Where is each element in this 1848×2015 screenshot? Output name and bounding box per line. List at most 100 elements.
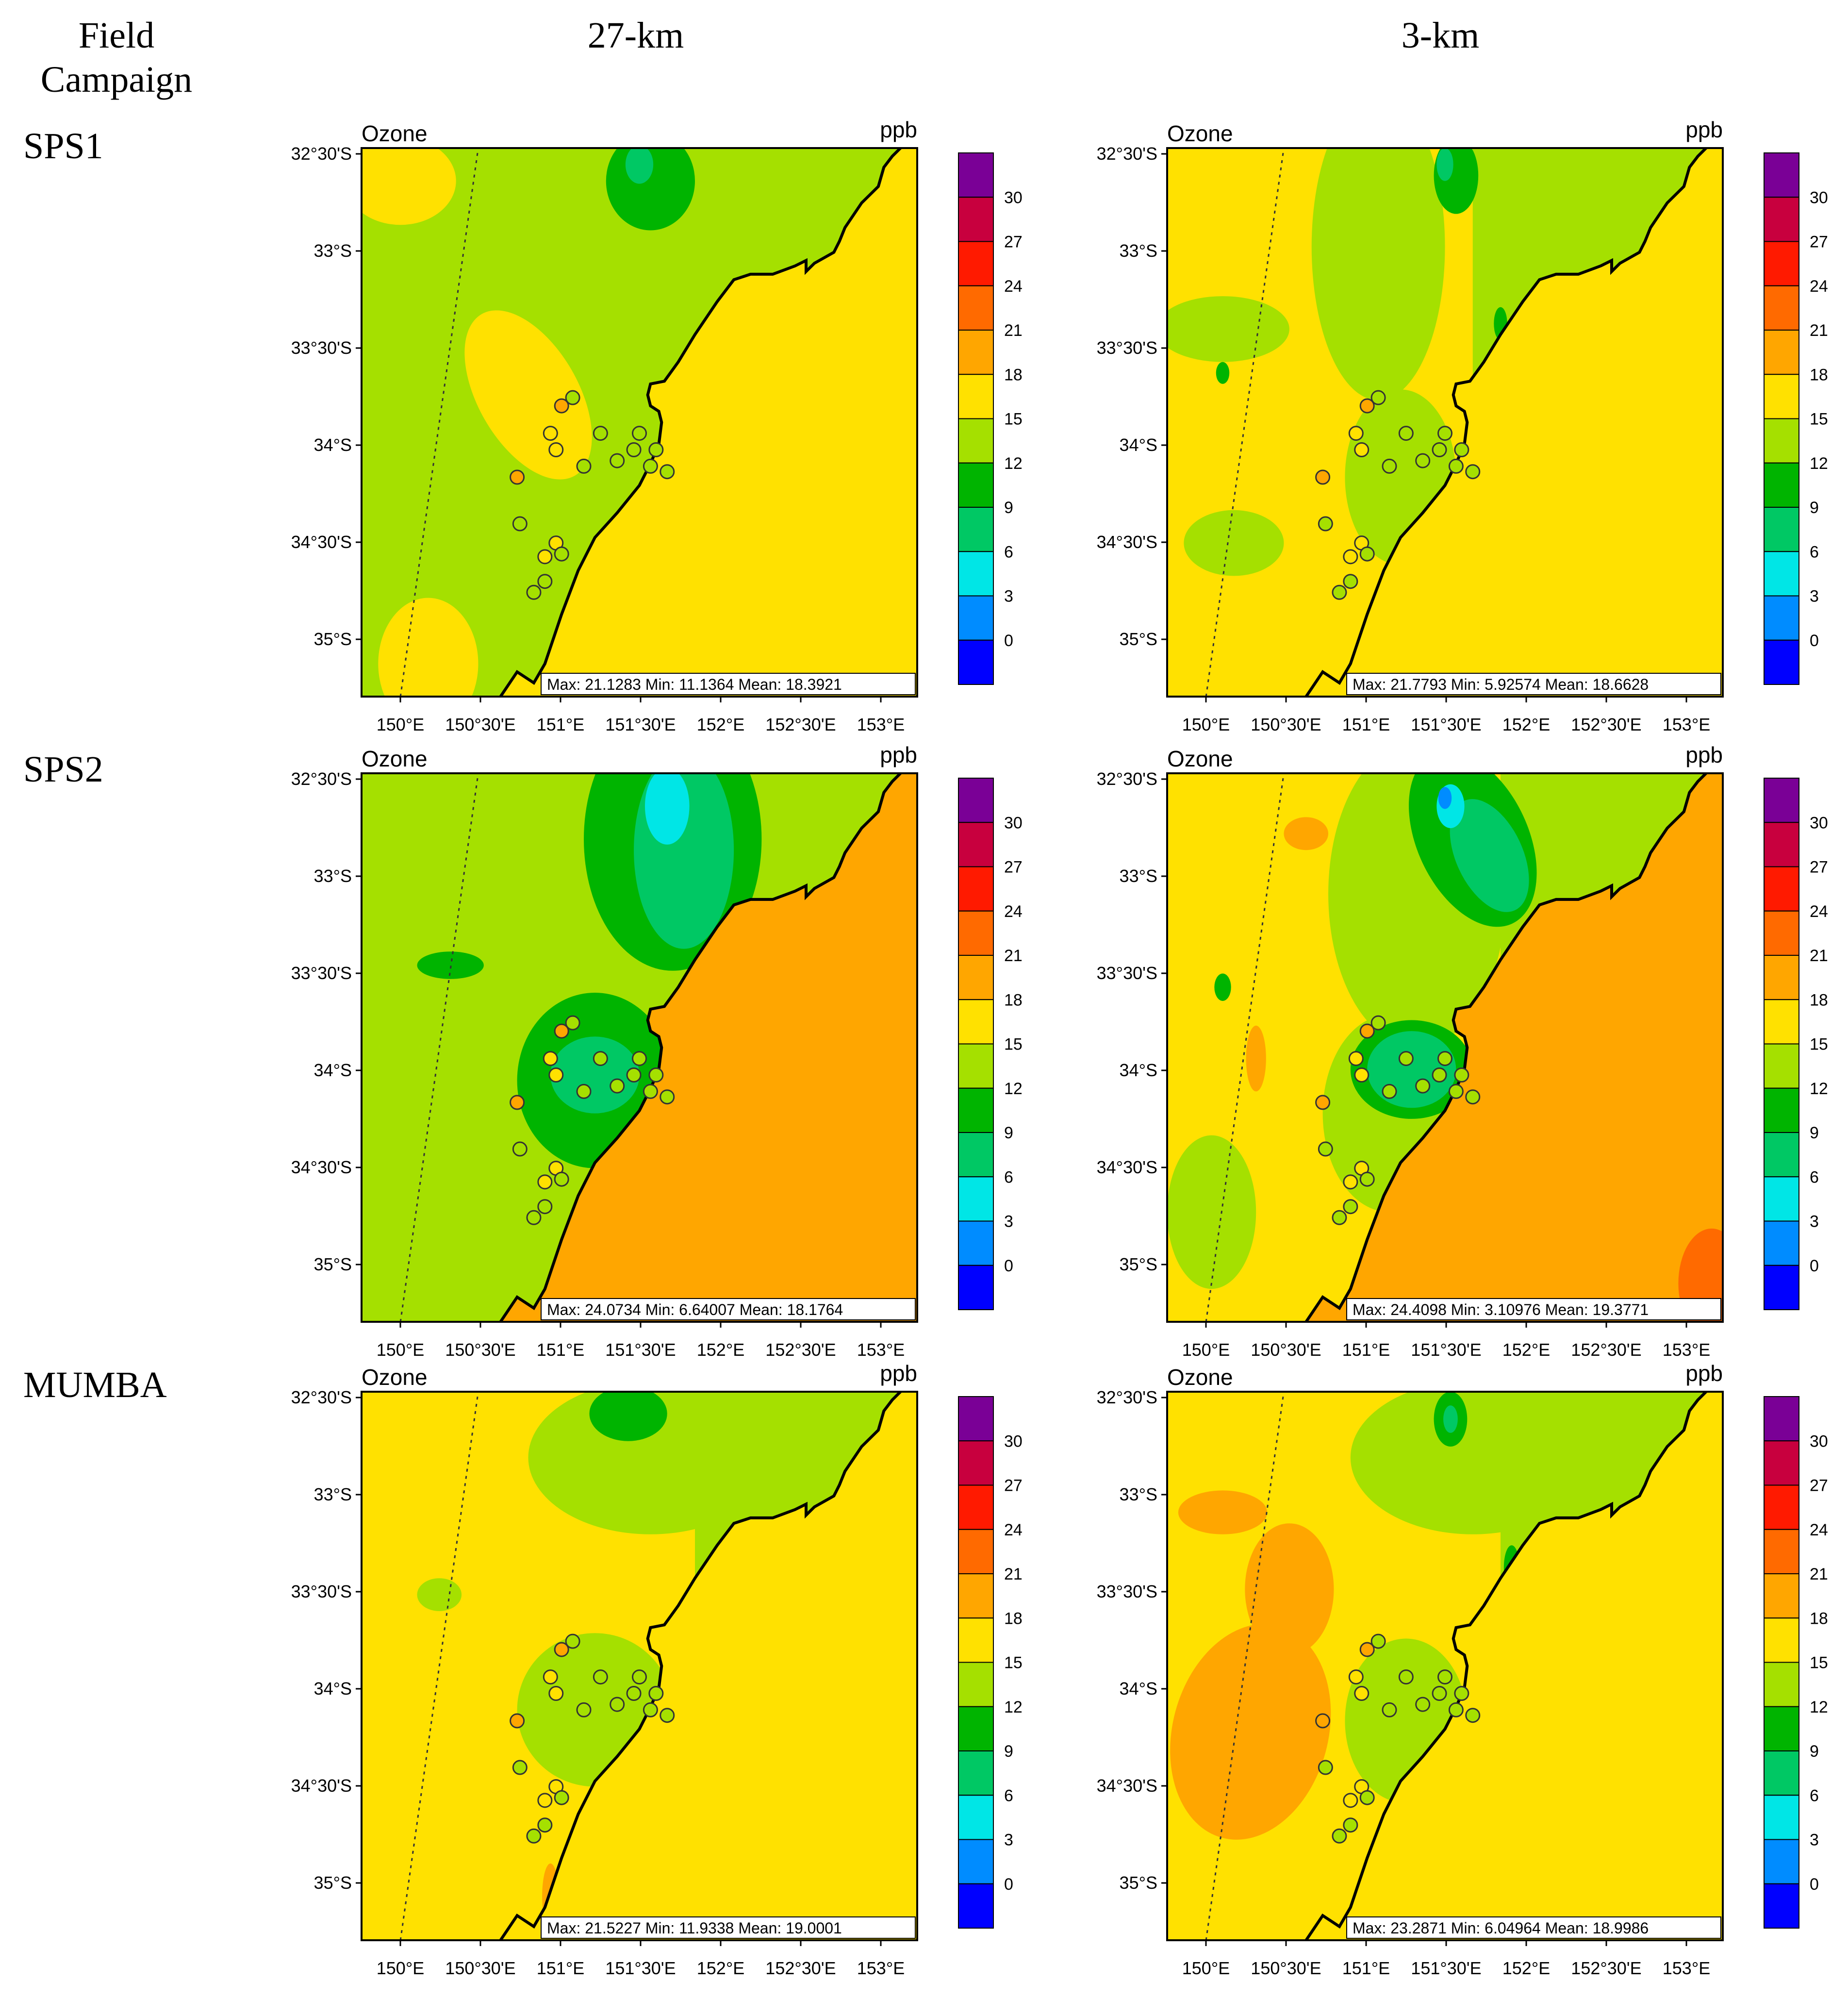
colorbar-label: 18 [1004,1609,1023,1628]
station-marker [1437,426,1452,441]
colorbar-swatch [1764,1440,1799,1486]
colorbar-swatch [958,1396,994,1442]
y-tick-label: 33°S [1120,1484,1157,1504]
station-marker [1318,1760,1333,1775]
colorbar-swatch [958,330,994,375]
ozone-contour [1311,148,1445,400]
station-marker [1315,1095,1331,1110]
colorbar-swatch [1764,374,1799,419]
colorbar-swatch [958,1265,994,1310]
colorbar-swatch [1764,1795,1799,1840]
station-marker [1465,1708,1481,1723]
colorbar-swatch [1764,639,1799,685]
station-marker [626,442,642,457]
colorbar-swatch [1764,1043,1799,1089]
station-marker [1398,1669,1414,1685]
colorbar-swatch [958,152,994,198]
colorbar-swatch [958,418,994,464]
units-label: ppb [1685,117,1723,142]
colorbar-swatch [958,1440,994,1486]
station-marker [632,426,647,441]
colorbar-label: 21 [1810,947,1828,965]
x-tick-label: 153°E [1663,715,1710,734]
station-marker [1343,549,1358,565]
station-marker [543,1669,558,1685]
colorbar-swatch [1764,330,1799,375]
x-tick-label: 151°30'E [605,1958,676,1978]
ozone-contour [1184,510,1284,576]
coastline [499,1392,902,1940]
station-marker [1359,546,1375,562]
ozone-contour [1167,296,1289,362]
colorbar-swatch [1764,955,1799,1000]
station-marker [643,1702,658,1717]
x-tick-label: 152°30'E [765,715,836,734]
y-tick-label: 33°S [314,241,352,261]
station-marker [1318,1141,1333,1157]
ozone-map-mumba-3km: Ozone ppb Max: 23.2871 Min: 6.04964 Mean: … [1097,1361,1828,1978]
station-marker [1315,469,1331,485]
station-marker [610,1078,625,1094]
y-tick-label: 34°S [1120,1679,1157,1699]
colorbar-label: 30 [1004,188,1023,207]
x-tick-label: 151°30'E [605,1340,676,1360]
coastline [1304,148,1707,697]
station-marker [1437,1669,1452,1685]
station-marker [512,1141,528,1157]
colorbar-label: 30 [1810,1432,1828,1450]
colorbar-swatch [958,1087,994,1133]
colorbar-label: 27 [1810,1477,1828,1495]
y-tick-label: 34°30'S [291,1157,352,1177]
station-marker [1448,458,1464,474]
plot-frame [361,772,918,1323]
x-tick-label: 150°E [1182,1340,1230,1360]
y-tick-label: 34°30'S [1097,1776,1157,1796]
station-marker [1343,1793,1358,1808]
stats-box [541,1916,916,1939]
ozone-contour [1450,799,1529,912]
colorbar-swatch [958,551,994,597]
boundary-line [1205,1392,1285,1940]
units-label: ppb [880,1361,917,1386]
colorbar-label: 12 [1810,1698,1828,1716]
station-marker [576,458,592,474]
x-tick-label: 150°E [377,715,424,734]
colorbar-swatch [1764,507,1799,552]
colorbar-swatch [1764,1706,1799,1751]
station-marker [1332,1828,1347,1844]
colorbar-label: 15 [1810,1035,1828,1054]
station-marker [1359,398,1375,414]
column-header-3km: 3-km [1401,15,1480,56]
station-marker [1343,1174,1358,1190]
units-label: ppb [880,117,917,142]
plot-frame [361,1391,918,1941]
row-label-sps1: SPS1 [23,126,103,167]
station-marker [554,398,569,414]
colorbar-swatch [1764,910,1799,956]
station-marker [1370,1015,1386,1031]
ozone-contour [362,148,456,225]
ozone-map-mumba-27km: Ozone ppb Max: 21.5227 Min: 11.9338 Mean: … [291,1361,1023,1978]
x-tick-label: 150°30'E [445,715,515,734]
colorbar-swatch [958,374,994,419]
x-tick-label: 152°30'E [1571,715,1641,734]
station-marker [543,426,558,441]
colorbar-swatch [958,955,994,1000]
x-tick-label: 151°E [537,1958,584,1978]
colorbar-label: 15 [1810,410,1828,429]
station-marker [1343,574,1358,589]
colorbar-label: 3 [1810,1831,1819,1849]
colorbar-swatch [958,639,994,685]
colorbar-swatch [1764,241,1799,286]
y-tick-label: 33°30'S [1097,963,1157,983]
coastline [1304,773,1707,1322]
colorbar-swatch [958,1706,994,1751]
x-tick-label: 152°30'E [1571,1340,1641,1360]
station-marker [554,546,569,562]
y-tick-label: 35°S [1120,629,1157,649]
colorbar-label: 6 [1004,543,1013,561]
colorbar-label: 15 [1810,1654,1828,1672]
y-tick-label: 34°30'S [1097,1157,1157,1177]
station-marker [1318,516,1333,532]
colorbar-swatch [958,910,994,956]
